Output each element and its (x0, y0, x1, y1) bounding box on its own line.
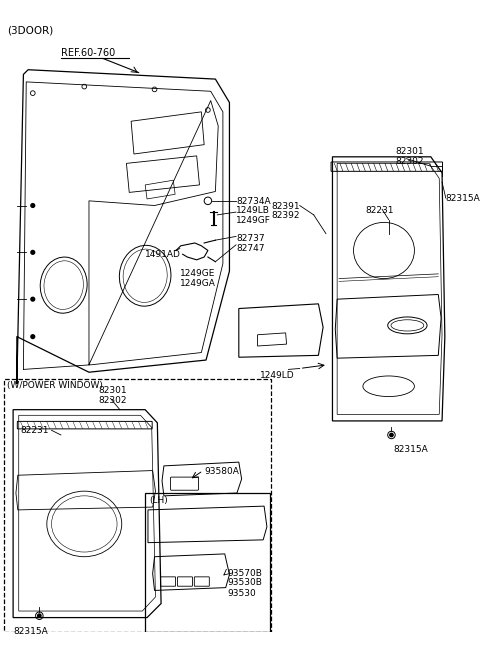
Text: 82231: 82231 (21, 426, 49, 435)
Text: 1491AD: 1491AD (145, 250, 181, 259)
Text: 82231: 82231 (365, 206, 394, 215)
Text: 82392: 82392 (272, 211, 300, 220)
Text: (LH): (LH) (149, 496, 168, 505)
Circle shape (31, 297, 35, 301)
Text: 1249GF: 1249GF (236, 215, 271, 225)
Text: 82734A: 82734A (236, 197, 271, 206)
Text: 82302: 82302 (98, 396, 127, 405)
Text: REF.60-760: REF.60-760 (61, 48, 115, 58)
Text: 93570B: 93570B (228, 569, 263, 578)
Text: 1249GA: 1249GA (180, 278, 216, 288)
Text: 1249LB: 1249LB (236, 206, 270, 215)
Text: (3DOOR): (3DOOR) (8, 26, 54, 36)
Text: 1249GE: 1249GE (180, 269, 215, 278)
Text: 82302: 82302 (395, 157, 424, 166)
Text: 82737: 82737 (236, 234, 264, 242)
Text: 82315A: 82315A (393, 445, 428, 455)
Text: 82391: 82391 (272, 202, 300, 211)
Text: 82315A: 82315A (13, 627, 48, 636)
Text: 93530B: 93530B (228, 578, 263, 588)
Bar (145, 493, 270, 631)
Text: 82315A: 82315A (446, 195, 480, 203)
Circle shape (31, 335, 35, 339)
Text: 82301: 82301 (98, 386, 127, 395)
Circle shape (37, 614, 41, 618)
Text: 93580A: 93580A (204, 467, 239, 476)
Circle shape (31, 250, 35, 254)
Circle shape (390, 433, 393, 437)
Circle shape (31, 204, 35, 208)
Text: 93530: 93530 (228, 589, 256, 597)
Text: 1249LD: 1249LD (260, 371, 295, 381)
Text: 82747: 82747 (236, 244, 264, 253)
Bar (4, 379, 271, 631)
Text: 82301: 82301 (395, 147, 424, 157)
Text: (W/POWER WINDOW): (W/POWER WINDOW) (7, 381, 102, 390)
